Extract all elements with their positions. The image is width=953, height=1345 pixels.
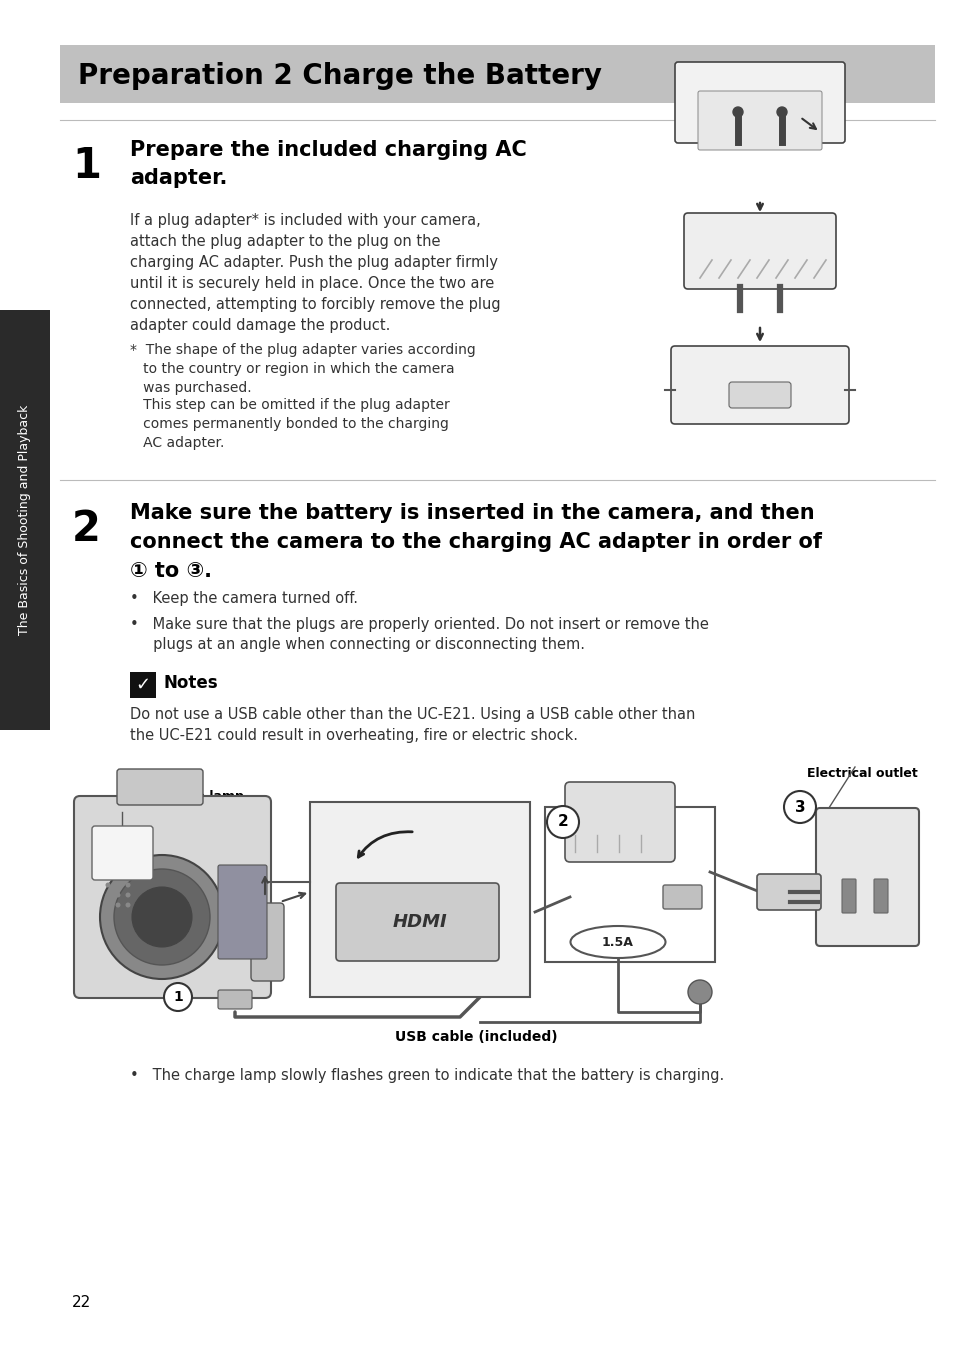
FancyBboxPatch shape [815, 808, 918, 946]
Circle shape [776, 108, 786, 117]
Text: Make sure the battery is inserted in the camera, and then
connect the camera to : Make sure the battery is inserted in the… [130, 503, 821, 581]
Text: 2: 2 [71, 508, 101, 550]
Text: 1.5A: 1.5A [601, 936, 634, 948]
Text: Preparation 2 Charge the Battery: Preparation 2 Charge the Battery [78, 62, 601, 90]
Circle shape [113, 869, 210, 964]
Text: ✓: ✓ [135, 677, 151, 694]
Circle shape [106, 893, 111, 897]
FancyBboxPatch shape [675, 62, 844, 143]
Circle shape [126, 882, 131, 888]
Text: 22: 22 [71, 1295, 91, 1310]
Text: *  The shape of the plug adapter varies according
   to the country or region in: * The shape of the plug adapter varies a… [130, 343, 476, 395]
FancyBboxPatch shape [662, 885, 701, 909]
Circle shape [732, 108, 742, 117]
FancyBboxPatch shape [698, 91, 821, 151]
Text: USB cable (included): USB cable (included) [395, 1030, 557, 1044]
FancyBboxPatch shape [757, 874, 821, 911]
Circle shape [115, 902, 120, 908]
Bar [310, 802, 530, 997]
Circle shape [164, 983, 192, 1011]
FancyBboxPatch shape [218, 865, 267, 959]
Text: The Basics of Shooting and Playback: The Basics of Shooting and Playback [18, 405, 31, 635]
Ellipse shape [570, 925, 665, 958]
Text: •   The charge lamp slowly flashes green to indicate that the battery is chargin: • The charge lamp slowly flashes green t… [130, 1068, 723, 1083]
Text: If a plug adapter* is included with your camera,
attach the plug adapter to the : If a plug adapter* is included with your… [130, 213, 500, 334]
Text: Do not use a USB cable other than the UC-E21. Using a USB cable other than
the U: Do not use a USB cable other than the UC… [130, 707, 695, 742]
Circle shape [106, 882, 111, 888]
FancyBboxPatch shape [728, 382, 790, 408]
Circle shape [115, 893, 120, 897]
Circle shape [132, 886, 192, 947]
Circle shape [100, 855, 224, 979]
Text: 1: 1 [172, 990, 183, 1003]
FancyBboxPatch shape [91, 826, 152, 880]
Text: 1: 1 [71, 145, 101, 187]
Circle shape [546, 806, 578, 838]
Text: •   Keep the camera turned off.: • Keep the camera turned off. [130, 590, 357, 607]
Bar [0, 309, 50, 730]
Bar [60, 44, 934, 104]
Circle shape [126, 893, 131, 897]
Circle shape [115, 882, 120, 888]
FancyBboxPatch shape [74, 796, 271, 998]
FancyBboxPatch shape [564, 781, 675, 862]
Text: Notes: Notes [164, 674, 218, 691]
FancyBboxPatch shape [218, 990, 252, 1009]
FancyBboxPatch shape [841, 880, 855, 913]
Bar [130, 672, 156, 698]
Circle shape [106, 902, 111, 908]
Text: •   Make sure that the plugs are properly oriented. Do not insert or remove the
: • Make sure that the plugs are properly … [130, 617, 708, 652]
FancyBboxPatch shape [117, 769, 203, 806]
Circle shape [126, 902, 131, 908]
Bar [544, 807, 714, 962]
Text: Charge lamp: Charge lamp [154, 790, 244, 803]
Text: This step can be omitted if the plug adapter
   comes permanently bonded to the : This step can be omitted if the plug ada… [130, 398, 449, 449]
Text: 2: 2 [558, 815, 568, 830]
Text: 3: 3 [794, 799, 804, 815]
Circle shape [783, 791, 815, 823]
FancyBboxPatch shape [251, 902, 284, 981]
FancyBboxPatch shape [670, 346, 848, 424]
Circle shape [687, 981, 711, 1003]
Text: Electrical outlet: Electrical outlet [806, 767, 917, 780]
FancyBboxPatch shape [683, 213, 835, 289]
FancyBboxPatch shape [873, 880, 887, 913]
FancyBboxPatch shape [335, 884, 498, 960]
Text: HDMI: HDMI [393, 913, 447, 931]
Text: Prepare the included charging AC
adapter.: Prepare the included charging AC adapter… [130, 140, 526, 188]
